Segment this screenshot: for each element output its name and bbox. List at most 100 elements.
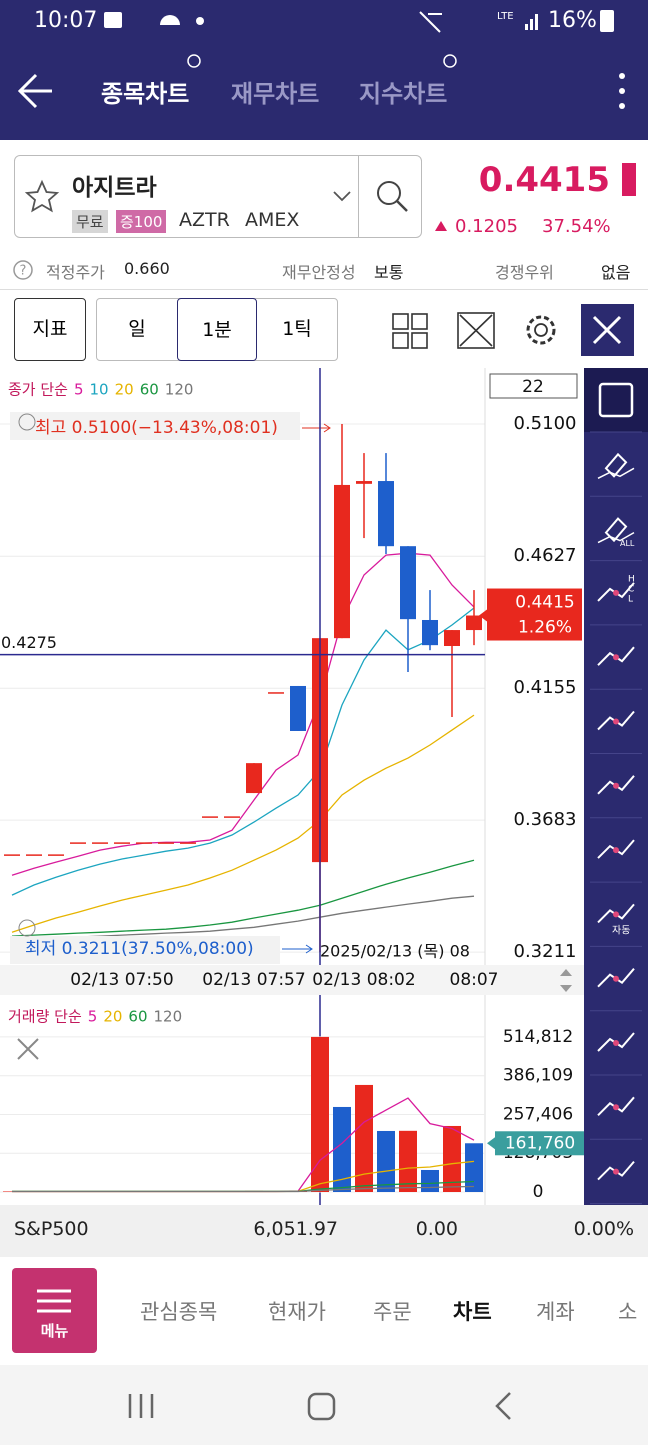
layout-button[interactable] [392,313,428,349]
nav-item[interactable]: 소 [618,1300,638,1324]
label-bg [10,936,280,964]
candle-body [92,842,108,844]
battery: 16% [548,8,597,33]
last-change: 1.26% [518,618,572,638]
stock-icons [24,179,408,213]
side-tool[interactable] [597,839,635,859]
help-icon[interactable]: ? [12,259,34,281]
legend-entry: 120 [154,1008,183,1026]
side-tool[interactable]: ALL [597,517,635,549]
side-toolbar: ALL HCL 자동 [584,368,648,1205]
ma-line [11,859,475,937]
tool-dot [613,718,619,725]
index-name: S&P500 [14,1218,89,1240]
system-nav-icons [128,1392,511,1421]
tab[interactable]: 지수차트 [359,80,448,108]
side-tool[interactable] [597,646,635,666]
low-arrow [282,944,313,954]
legend-entry: 5 [88,1008,98,1026]
tool-dot [613,782,619,789]
side-tool[interactable] [597,1160,635,1181]
legend-entry: 60 [140,381,159,399]
crosshair-value: 0.4275 [1,633,57,652]
candle-body [422,619,438,646]
y-tick-label: 0.4627 [514,545,577,566]
favorite-star[interactable] [24,179,60,213]
tag-pointer [487,1137,495,1150]
side-tool[interactable] [598,382,634,418]
back-nav-button[interactable] [495,1392,511,1420]
tab[interactable]: 종목차트 [101,80,190,108]
zoom-in[interactable] [18,413,36,431]
side-tool[interactable]: 자동 [597,903,635,936]
side-tool[interactable] [597,775,635,795]
badge: 무료 [72,210,108,233]
side-tool[interactable] [597,968,635,988]
info-label: 적정주가 [46,263,105,282]
side-tool[interactable] [597,710,635,731]
candle-body [136,842,152,844]
side-active [584,368,648,432]
candle-body [356,481,372,484]
nav-item[interactable]: 현재가 [268,1300,326,1324]
period-button[interactable]: 일 [128,318,146,340]
candle-body [400,546,416,620]
candle-body [114,842,130,844]
info-value: 없음 [601,263,631,282]
side-tool[interactable]: HCL [597,574,635,604]
back-button[interactable] [17,73,52,109]
bar-count: 22 [522,377,544,397]
stock-name: 아지트라 [72,175,157,201]
side-tool[interactable] [597,452,635,479]
volume-bar [421,1169,439,1192]
zoom-out[interactable] [18,919,36,937]
tool-text: 자동 [612,924,630,936]
nav-item[interactable]: 관심종목 [140,1300,218,1324]
nav-item[interactable]: 주문 [373,1300,412,1324]
legend-label: 종가 단순 [8,381,68,399]
last-price-tag [487,588,582,641]
info-value: 보통 [374,263,404,282]
volume-ma-line [12,1185,475,1193]
period-button[interactable]: 1분 [177,298,257,361]
legend-entry: 20 [103,1008,122,1026]
nav-item[interactable]: 차트 [453,1300,492,1324]
side-tool[interactable] [597,1096,635,1117]
x-tick-label: 08:07 [450,970,499,990]
candle-body [378,481,394,547]
tool-dot [613,847,619,854]
nav-item[interactable]: 계좌 [536,1300,575,1324]
tool-dot [613,654,619,661]
divider [0,289,648,290]
fullscreen-button[interactable] [457,312,495,349]
label-bg [10,412,300,440]
legend-entry: 60 [128,1008,147,1026]
last-price: 0.4415 [515,593,574,613]
tab[interactable]: 재무차트 [231,80,320,108]
candle-body [202,816,218,818]
side-tool[interactable] [597,1032,635,1052]
candle-body [334,484,350,639]
candle-body [180,842,196,844]
y-tick-label: 0.3683 [514,809,577,830]
stock-card[interactable] [14,155,422,238]
more-button[interactable] [619,73,625,109]
last-volume: 161,760 [505,1133,575,1153]
indicator-button[interactable]: 지표 [14,298,86,361]
change-pct: 37.54% [542,216,611,237]
tool-dot [613,975,619,982]
candle-body [246,763,262,794]
close-volume[interactable] [17,1038,39,1060]
svg-text:?: ? [20,264,27,279]
home-button[interactable] [307,1392,336,1421]
candle-body [48,854,64,856]
info-label: 경쟁우위 [495,263,554,282]
search-button[interactable] [377,181,401,205]
period-button[interactable]: 1틱 [282,318,312,340]
volume-bar [377,1130,395,1192]
recent-button[interactable] [128,1394,154,1418]
tool-text: L [628,594,633,604]
clock: 10:07 [34,8,98,33]
settings-button[interactable] [526,315,556,345]
legend-entry: 20 [115,381,134,399]
